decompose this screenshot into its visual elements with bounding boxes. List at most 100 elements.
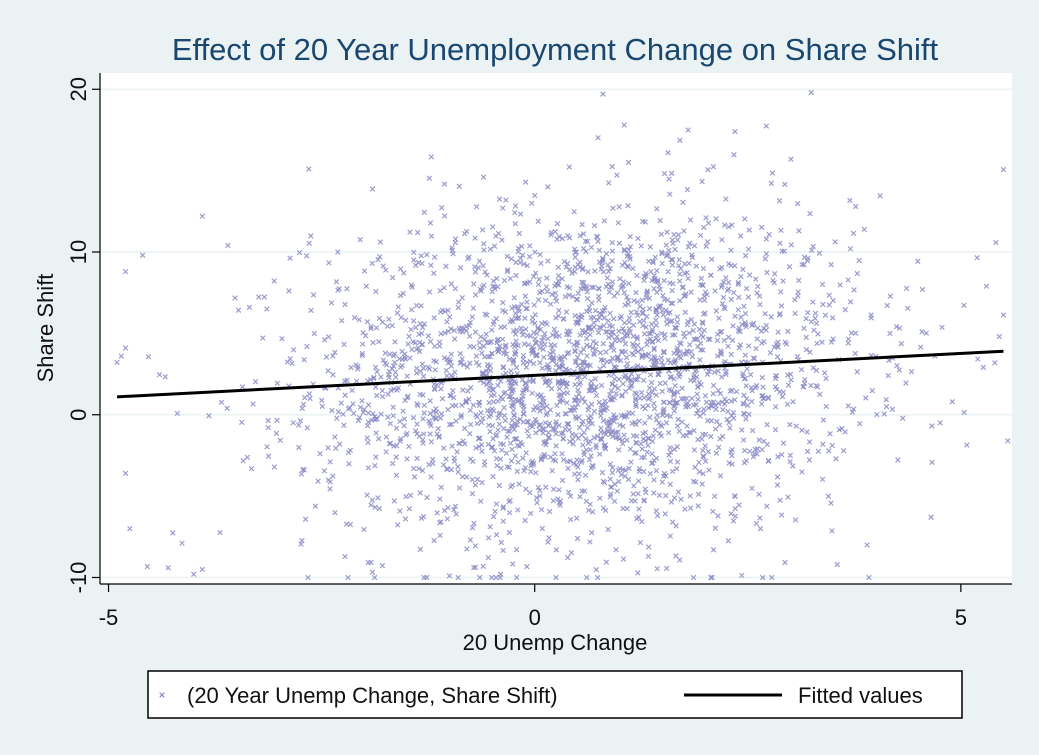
scatter-point [441, 285, 447, 291]
scatter-point [601, 307, 607, 313]
scatter-point [597, 435, 604, 441]
scatter-point [618, 313, 624, 320]
scatter-point [411, 257, 417, 263]
scatter-point [441, 507, 448, 514]
scatter-point [471, 564, 477, 571]
scatter-point [437, 532, 443, 539]
scatter-point [686, 341, 693, 348]
scatter-point [511, 412, 517, 419]
scatter-point [594, 574, 601, 581]
scatter-point [592, 307, 599, 314]
scatter-point [758, 401, 765, 407]
scatter-point [580, 245, 587, 252]
scatter-point [347, 521, 354, 528]
scatter-point [668, 257, 675, 263]
scatter-point [357, 404, 364, 411]
scatter-point [659, 260, 665, 267]
scatter-point [615, 467, 621, 474]
scatter-point [451, 336, 458, 342]
scatter-point [145, 353, 152, 360]
scatter-point [564, 554, 571, 561]
scatter-point [501, 390, 507, 397]
scatter-point [332, 434, 338, 440]
scatter-point [546, 535, 552, 541]
scatter-point [653, 307, 659, 313]
scatter-point [626, 385, 633, 391]
scatter-point [499, 307, 506, 314]
scatter-point [466, 254, 472, 260]
plot-area [100, 73, 1012, 584]
scatter-point [400, 408, 406, 414]
scatter-point [731, 397, 738, 403]
scatter-point [845, 336, 852, 342]
scatter-point [464, 364, 471, 370]
scatter-point [774, 343, 781, 350]
scatter-point [587, 331, 593, 338]
scatter-point [524, 299, 530, 305]
scatter-point [477, 435, 483, 441]
scatter-point [461, 230, 468, 237]
scatter-point [606, 180, 612, 186]
scatter-point [757, 525, 764, 532]
scatter-point [624, 361, 631, 367]
scatter-point [806, 457, 813, 463]
scatter-point [532, 192, 538, 199]
scatter-point [631, 297, 637, 304]
scatter-point [567, 493, 574, 499]
scatter-point [542, 319, 548, 326]
scatter-point [725, 408, 731, 415]
scatter-point [409, 284, 415, 290]
scatter-point [675, 489, 682, 495]
scatter-point [778, 303, 785, 309]
scatter-point [307, 395, 313, 402]
scatter-point [893, 323, 900, 330]
scatter-point [495, 382, 501, 389]
scatter-point [705, 336, 712, 342]
scatter-point [828, 500, 834, 506]
y-tick-label: 10 [66, 240, 91, 264]
scatter-point [654, 412, 661, 418]
scatter-point [700, 447, 706, 454]
scatter-point [389, 274, 396, 281]
scatter-point [325, 367, 331, 374]
scatter-point [739, 572, 745, 579]
scatter-point [533, 340, 540, 346]
scatter-point [372, 364, 379, 371]
scatter-point [652, 427, 659, 433]
scatter-point [828, 339, 835, 345]
scatter-point [412, 340, 419, 346]
scatter-point [507, 275, 514, 282]
scatter-point [576, 424, 583, 431]
scatter-point [669, 332, 676, 338]
scatter-point [659, 250, 665, 257]
scatter-point [821, 370, 828, 376]
scatter-point [660, 312, 667, 318]
scatter-point [265, 424, 272, 431]
scatter-point [889, 406, 896, 412]
scatter-point [588, 413, 594, 420]
scatter-point [686, 260, 692, 267]
scatter-point [529, 423, 536, 430]
scatter-point [364, 492, 370, 498]
scatter-point [467, 360, 473, 366]
scatter-point [815, 448, 822, 455]
scatter-point [391, 359, 398, 366]
scatter-point [592, 268, 598, 274]
scatter-point [593, 566, 600, 573]
scatter-point [464, 546, 470, 552]
scatter-point [739, 427, 745, 433]
scatter-point [664, 229, 670, 235]
scatter-point [665, 268, 671, 275]
scatter-point [512, 203, 519, 209]
scatter-point [908, 368, 915, 375]
scatter-point [917, 344, 924, 350]
scatter-point [560, 316, 567, 322]
scatter-point [516, 230, 523, 237]
scatter-point [506, 529, 513, 536]
scatter-point [704, 238, 711, 245]
scatter-point [609, 163, 615, 170]
scatter-point [820, 417, 827, 423]
scatter-point [532, 270, 539, 276]
scatter-point [595, 134, 601, 141]
scatter-point [391, 498, 398, 504]
